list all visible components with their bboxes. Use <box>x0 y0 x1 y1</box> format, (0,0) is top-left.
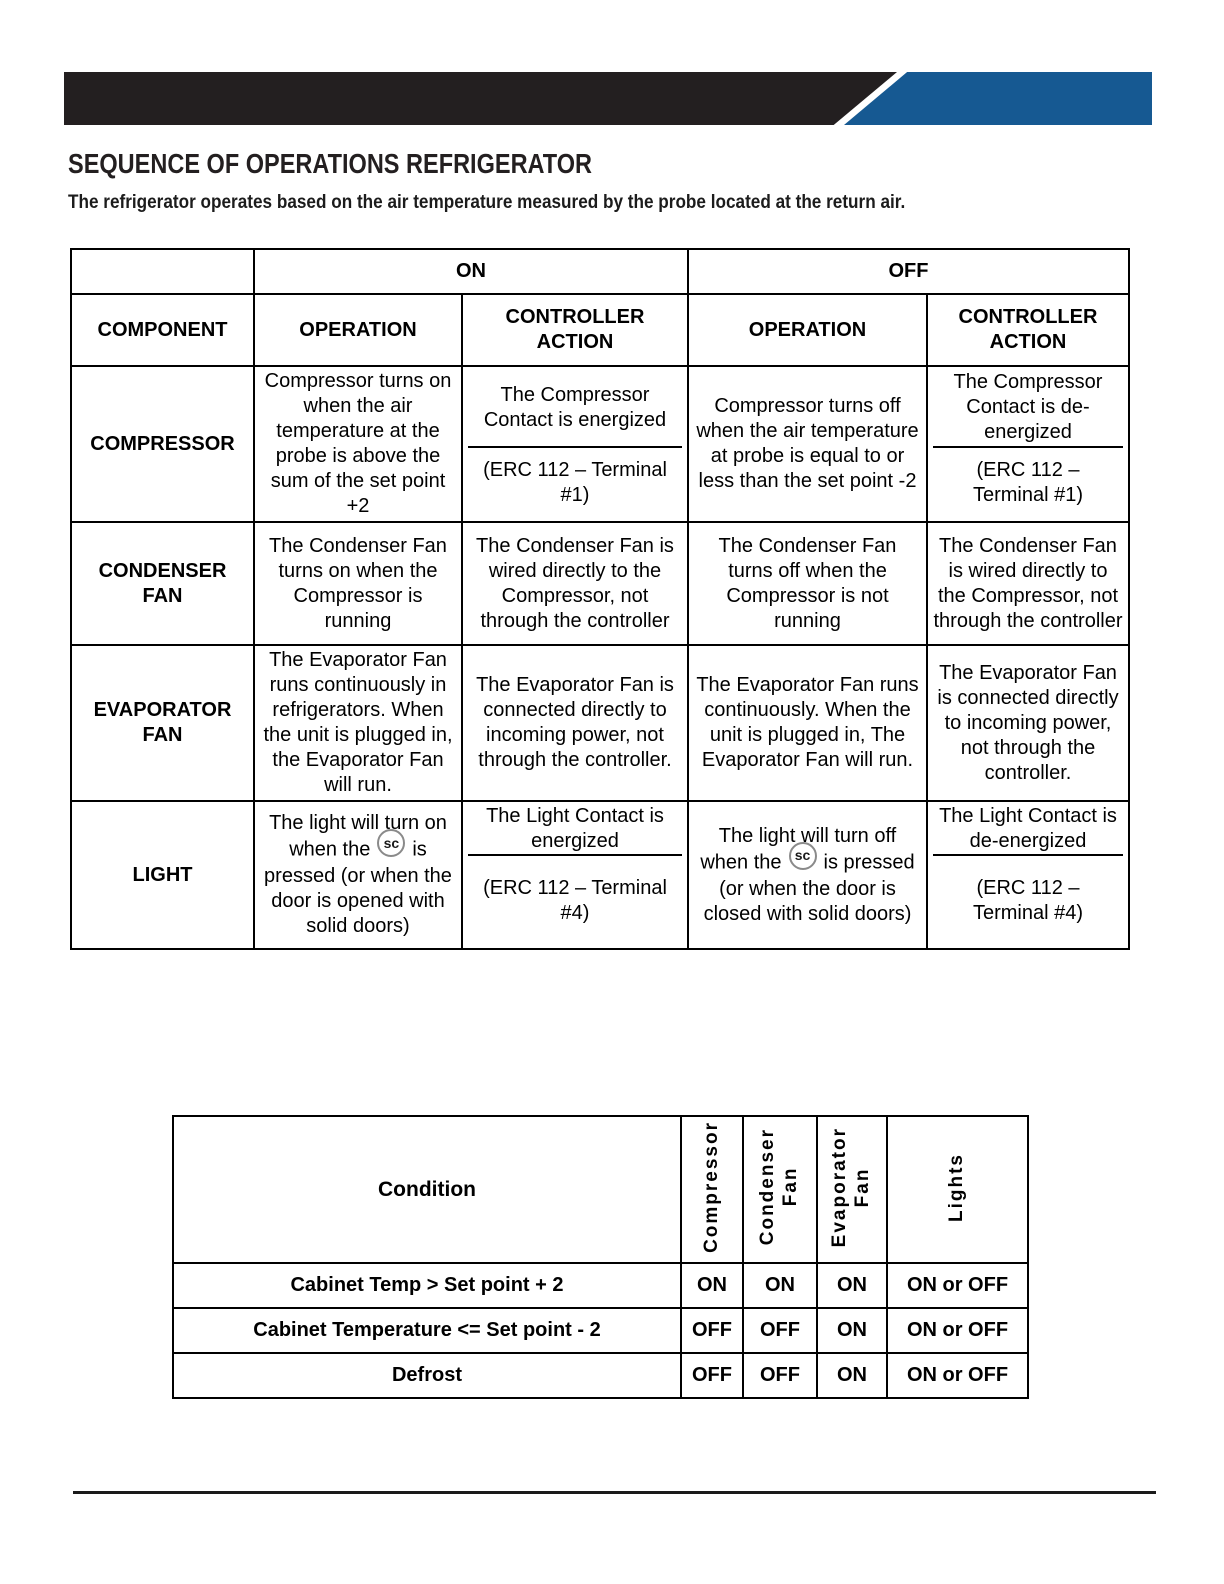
off-controller-action-cell: The Light Contact is de-energized (ERC 1… <box>926 800 1130 950</box>
action-text: The Light Contact is energized <box>468 804 682 856</box>
condition-header-row: Condition Compressor Condenser Fan Evapo… <box>172 1115 1029 1264</box>
action-text: The Light Contact is de-energized <box>933 804 1123 856</box>
off-controller-action-cell: The Evaporator Fan is connected directly… <box>926 644 1130 802</box>
column-header-row: COMPONENT OPERATION CONTROLLER ACTION OP… <box>70 293 1130 367</box>
sc-button-icon: sc <box>377 829 406 857</box>
operation-text: The light will turn on when the <box>269 812 447 861</box>
condenser-fan-state: ON <box>742 1262 818 1309</box>
on-controller-action-cell: The Compressor Contact is energized (ERC… <box>461 365 689 523</box>
off-operation-cell: The Evaporator Fan runs continuously. Wh… <box>687 644 928 802</box>
condenser-fan-state: OFF <box>742 1352 818 1399</box>
off-controller-action-cell: The Compressor Contact is de-energized (… <box>926 365 1130 523</box>
header-condenser-fan-label: Condenser Fan <box>757 1128 801 1246</box>
action-terminal: (ERC 112 – Terminal #1) <box>483 459 667 506</box>
header-lights-label: Lights <box>946 1152 968 1222</box>
off-operation-cell: The Condenser Fan turns off when the Com… <box>687 521 928 646</box>
condition-header-cell: Condition <box>172 1115 682 1264</box>
header-evaporator-fan-label: Evaporator Fan <box>829 1126 873 1248</box>
condition-row: Cabinet Temperature <= Set point - 2 OFF… <box>172 1307 1029 1354</box>
lights-state: ON or OFF <box>886 1352 1029 1399</box>
operation-text: is pressed (or when the door is opened w… <box>264 838 452 937</box>
header-condenser-fan-cell: Condenser Fan <box>742 1115 818 1264</box>
operation-text: is pressed (or when the door is closed w… <box>703 850 915 925</box>
header-bar-blue <box>844 72 1152 125</box>
table-row-evaporator-fan: EVAPORATOR FAN The Evaporator Fan runs c… <box>70 644 1130 802</box>
page-subtitle: The refrigerator operates based on the a… <box>68 191 906 213</box>
footer-divider <box>73 1491 1156 1494</box>
on-controller-action-cell: The Evaporator Fan is connected directly… <box>461 644 689 802</box>
empty-corner-cell <box>70 248 255 295</box>
group-header-row: ON OFF <box>70 248 1130 295</box>
evaporator-fan-state: ON <box>816 1352 888 1399</box>
action-text: The Compressor Contact is energized <box>468 370 682 448</box>
component-cell: COMPRESSOR <box>70 365 255 523</box>
column-header-operation-off: OPERATION <box>687 293 928 367</box>
component-cell: LIGHT <box>70 800 255 950</box>
on-controller-action-cell: The Condenser Fan is wired directly to t… <box>461 521 689 646</box>
header-compressor-label: Compressor <box>700 1121 722 1253</box>
sc-button-label: sc <box>383 834 400 851</box>
compressor-state: OFF <box>680 1307 744 1354</box>
condition-row: Defrost OFF OFF ON ON or OFF <box>172 1352 1029 1399</box>
sc-button-label: sc <box>794 847 811 863</box>
condition-table: Condition Compressor Condenser Fan Evapo… <box>172 1115 1029 1399</box>
action-text: The Compressor Contact is de-energized <box>933 370 1123 448</box>
header-compressor-cell: Compressor <box>680 1115 744 1264</box>
action-terminal: (ERC 112 – Terminal #1) <box>972 459 1084 506</box>
on-operation-cell: The Evaporator Fan runs continuously in … <box>253 644 463 802</box>
off-operation-cell: The light will turn off when the sc is pre… <box>687 800 928 950</box>
action-terminal: (ERC 112 – Terminal #4) <box>972 877 1084 924</box>
table-row-light: LIGHT The light will turn on when the sc i… <box>70 800 1130 950</box>
on-controller-action-cell: The Light Contact is energized (ERC 112 … <box>461 800 689 950</box>
evaporator-fan-state: ON <box>816 1307 888 1354</box>
compressor-state: ON <box>680 1262 744 1309</box>
on-operation-cell: The Condenser Fan turns on when the Comp… <box>253 521 463 646</box>
off-controller-action-cell: The Condenser Fan is wired directly to t… <box>926 521 1130 646</box>
operation-text: The light will turn off when the <box>700 824 897 873</box>
component-cell: CONDENSER FAN <box>70 521 255 646</box>
lights-state: ON or OFF <box>886 1262 1029 1309</box>
header-lights-cell: Lights <box>886 1115 1029 1264</box>
group-header-on: ON <box>253 248 689 295</box>
condition-cell: Cabinet Temp > Set point + 2 <box>172 1262 682 1309</box>
operations-table: ON OFF COMPONENT OPERATION CONTROLLER AC… <box>70 248 1130 950</box>
evaporator-fan-state: ON <box>816 1262 888 1309</box>
group-header-off: OFF <box>687 248 1130 295</box>
off-operation-cell: Compressor turns off when the air temper… <box>687 365 928 523</box>
table-row-compressor: COMPRESSOR Compressor turns on when the … <box>70 365 1130 523</box>
on-operation-cell: The light will turn on when the sc is pres… <box>253 800 463 950</box>
component-cell: EVAPORATOR FAN <box>70 644 255 802</box>
condition-cell: Defrost <box>172 1352 682 1399</box>
column-header-controller-action-off: CONTROLLER ACTION <box>926 293 1130 367</box>
column-header-controller-action-on: CONTROLLER ACTION <box>461 293 689 367</box>
lights-state: ON or OFF <box>886 1307 1029 1354</box>
column-header-component: COMPONENT <box>70 293 255 367</box>
condition-row: Cabinet Temp > Set point + 2 ON ON ON ON… <box>172 1262 1029 1309</box>
page-title: SEQUENCE OF OPERATIONS REFRIGERATOR <box>68 148 593 179</box>
action-terminal: (ERC 112 – Terminal #4) <box>483 877 667 924</box>
condition-cell: Cabinet Temperature <= Set point - 2 <box>172 1307 682 1354</box>
sc-button-icon: sc <box>788 841 817 870</box>
header-evaporator-fan-cell: Evaporator Fan <box>816 1115 888 1264</box>
compressor-state: OFF <box>680 1352 744 1399</box>
condenser-fan-state: OFF <box>742 1307 818 1354</box>
header-bar-black <box>64 72 897 125</box>
table-row-condenser-fan: CONDENSER FAN The Condenser Fan turns on… <box>70 521 1130 646</box>
on-operation-cell: Compressor turns on when the air tempera… <box>253 365 463 523</box>
column-header-operation-on: OPERATION <box>253 293 463 367</box>
